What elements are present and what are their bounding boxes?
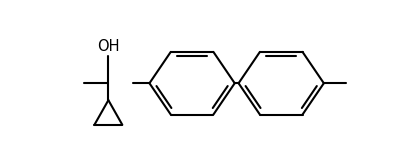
Text: OH: OH bbox=[97, 39, 119, 54]
